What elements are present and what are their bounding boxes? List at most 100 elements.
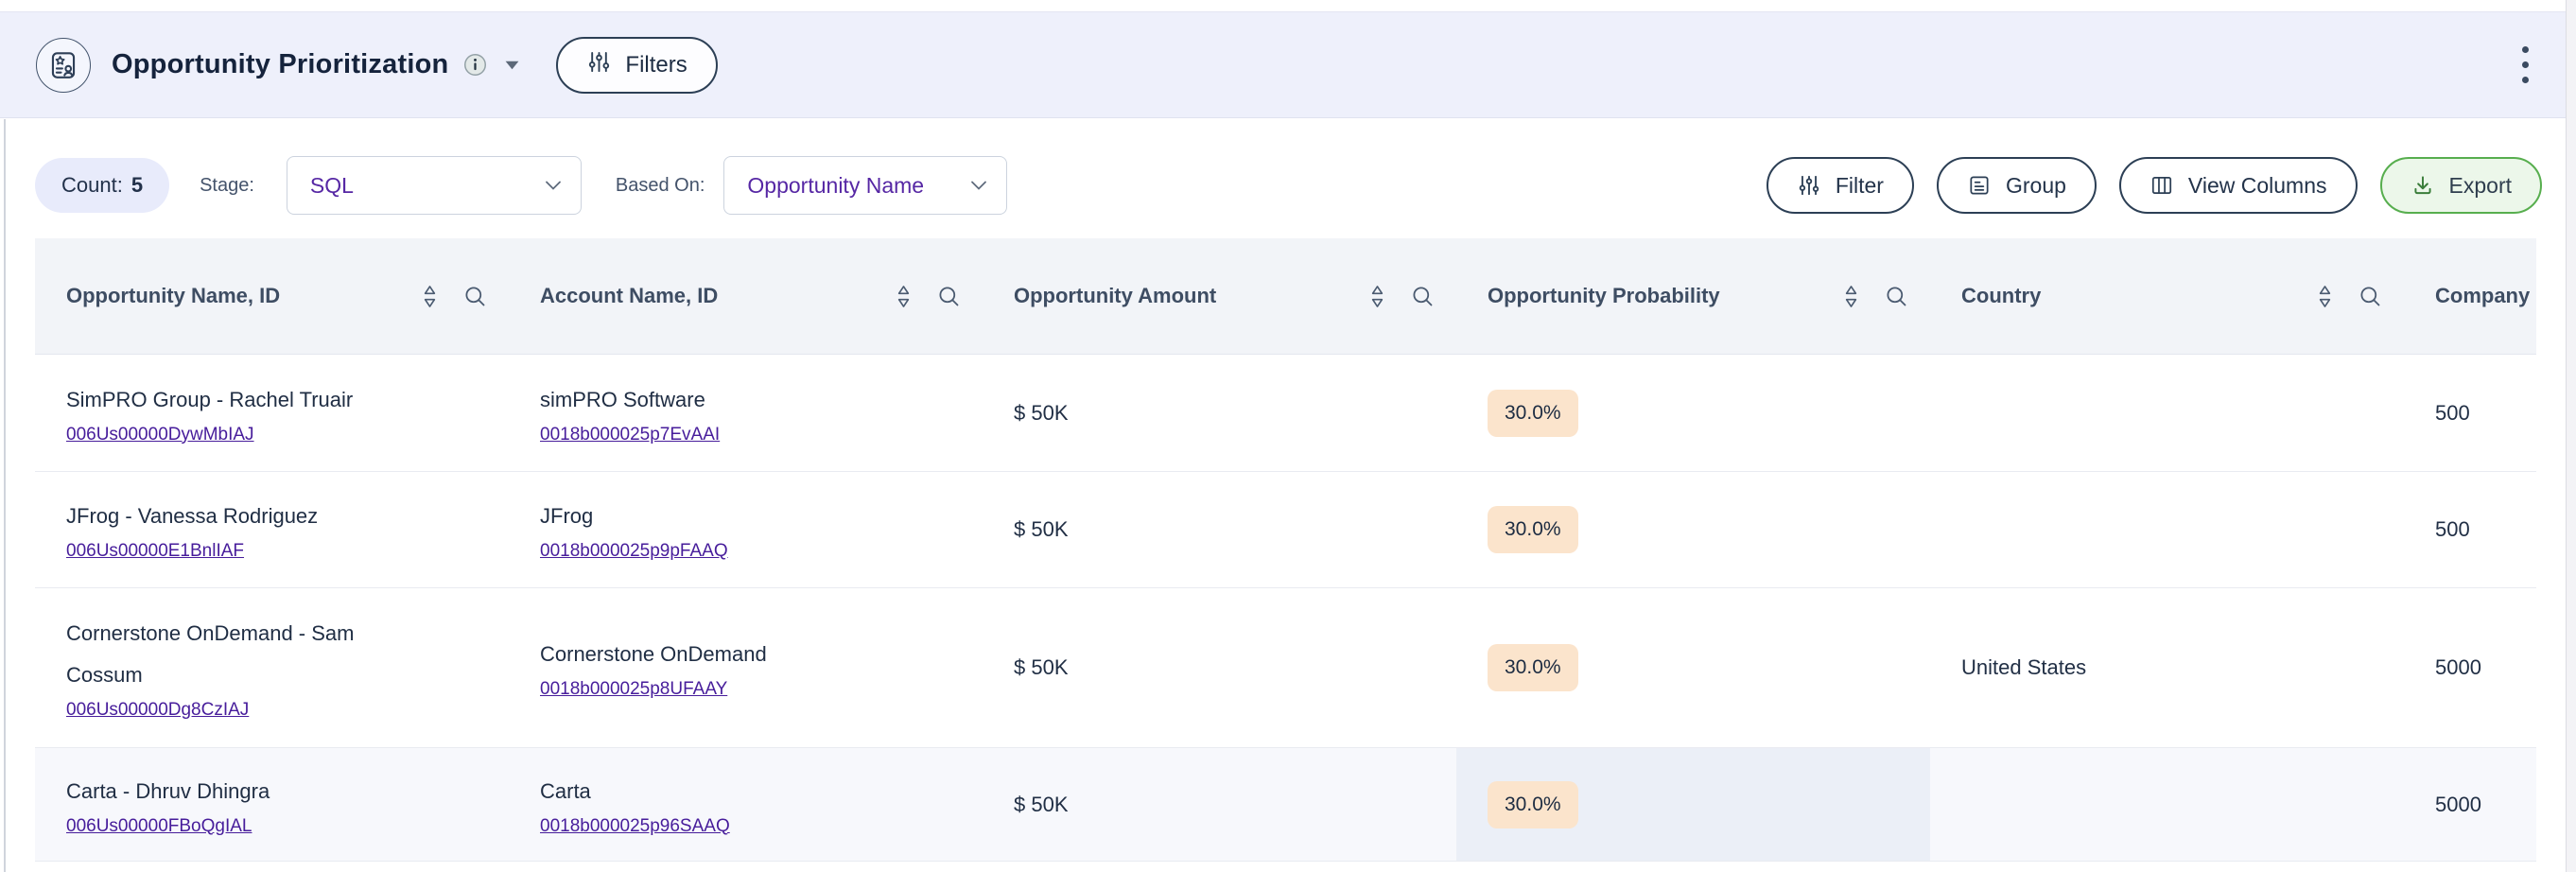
opportunities-table: Opportunity Name, ID Account Name, ID: [35, 238, 2536, 872]
opportunity-name: JFrog - Vanessa Rodriguez: [66, 504, 319, 529]
column-header-label: Company: [2435, 284, 2531, 307]
sort-icon[interactable]: [896, 284, 912, 309]
opportunity-cell: Cornerstone OnDemand - Sam Cossum 006Us0…: [35, 588, 509, 747]
account-id-link[interactable]: 0018b000025p8UFAAY: [540, 679, 728, 700]
sliders-icon: [586, 49, 612, 81]
country-cell: United States: [1930, 588, 2404, 747]
search-icon[interactable]: [462, 284, 488, 309]
account-cell: Carta 0018b000025p96SAAQ: [509, 748, 983, 861]
probability-badge: 30.0%: [1488, 389, 1578, 437]
amount-cell: $ 50K: [983, 588, 1456, 747]
column-header-company: Company: [2404, 238, 2536, 354]
table-row[interactable]: Cornerstone OnDemand - Sam Cossum 006Us0…: [35, 588, 2536, 748]
search-icon[interactable]: [2358, 284, 2383, 309]
search-icon[interactable]: [1410, 284, 1436, 309]
group-list-icon: [1967, 173, 1992, 198]
account-cell: simPRO Software 0018b000025p7EvAAI: [509, 355, 983, 471]
count-value: 5: [131, 173, 144, 197]
probability-cell: 30.0%: [1456, 748, 1930, 861]
column-header-country: Country: [1930, 238, 2404, 354]
search-icon[interactable]: [1884, 284, 1909, 309]
opportunity-report-icon: [36, 37, 91, 93]
account-id-link[interactable]: 0018b000025p9pFAAQ: [540, 541, 728, 562]
amount-cell: $ 50K: [983, 748, 1456, 861]
view-columns-button-label: View Columns: [2187, 172, 2327, 198]
opportunity-id-link[interactable]: 006Us00000FBoQgIAL: [66, 815, 252, 836]
filter-button[interactable]: Filter: [1766, 157, 1914, 214]
amount-value: $ 50K: [1014, 517, 1069, 541]
chevron-down-icon: [970, 180, 987, 191]
column-header-account-name: Account Name, ID: [509, 238, 983, 354]
probability-cell: 30.0%: [1456, 472, 1930, 587]
columns-icon: [2150, 173, 2174, 198]
column-header-opportunity-amount: Opportunity Amount: [983, 238, 1456, 354]
view-columns-button[interactable]: View Columns: [2118, 157, 2358, 214]
amount-value: $ 50K: [1014, 792, 1069, 816]
probability-badge: 30.0%: [1488, 506, 1578, 553]
group-button[interactable]: Group: [1936, 157, 2097, 214]
app-header-band: Opportunity Prioritization Filters: [0, 11, 2576, 118]
company-cell: 500: [2404, 355, 2536, 471]
company-value: 500: [2435, 400, 2470, 425]
toolbar: Count: 5 Stage: SQL Based On: Opportunit…: [35, 156, 2542, 215]
more-options-kebab-icon[interactable]: [2516, 41, 2534, 89]
export-button-label: Export: [2448, 172, 2512, 198]
account-cell: Cornerstone OnDemand 0018b000025p8UFAAY: [509, 588, 983, 747]
probability-badge: 30.0%: [1488, 780, 1578, 828]
based-on-select[interactable]: Opportunity Name: [723, 156, 1008, 215]
sliders-icon: [1797, 173, 1821, 198]
opportunity-cell: SimPRO Group - Rachel Truair 006Us00000D…: [35, 355, 509, 471]
stage-label: Stage:: [200, 174, 254, 196]
account-cell: JFrog 0018b000025p9pFAAQ: [509, 472, 983, 587]
filters-button-label: Filters: [625, 51, 688, 78]
country-value: United States: [1961, 655, 2087, 679]
account-name: JFrog: [540, 504, 594, 529]
opportunity-name: Cornerstone OnDemand - Sam Cossum: [66, 621, 355, 688]
account-name: Carta: [540, 778, 591, 803]
info-icon[interactable]: [463, 53, 487, 77]
company-cell: 500: [2404, 472, 2536, 587]
vertical-scrollbar[interactable]: [2566, 0, 2576, 872]
opportunity-cell: JFrog - Vanessa Rodriguez 006Us00000E1Bn…: [35, 472, 509, 587]
opportunity-name: SimPRO Group - Rachel Truair: [66, 387, 354, 411]
amount-cell: $ 50K: [983, 472, 1456, 587]
company-cell: 5000: [2404, 748, 2536, 861]
account-id-link[interactable]: 0018b000025p96SAAQ: [540, 815, 730, 836]
probability-badge: 30.0%: [1488, 644, 1578, 691]
count-label: Count:: [61, 173, 123, 197]
filters-button[interactable]: Filters: [556, 36, 718, 94]
stage-select[interactable]: SQL: [286, 156, 582, 215]
column-header-label: Opportunity Probability: [1488, 284, 1720, 307]
sort-icon[interactable]: [1843, 284, 1859, 309]
search-icon[interactable]: [936, 284, 962, 309]
sort-icon[interactable]: [2317, 284, 2333, 309]
company-value: 5000: [2435, 792, 2481, 816]
table-row[interactable]: SimPRO Group - Rachel Truair 006Us00000D…: [35, 355, 2536, 472]
account-id-link[interactable]: 0018b000025p7EvAAI: [540, 424, 721, 445]
opportunity-id-link[interactable]: 006Us00000Dg8CzIAJ: [66, 700, 250, 721]
probability-cell: 30.0%: [1456, 355, 1930, 471]
table-header-row: Opportunity Name, ID Account Name, ID: [35, 238, 2536, 355]
account-name: simPRO Software: [540, 387, 705, 411]
opportunity-id-link[interactable]: 006Us00000DywMbIAJ: [66, 424, 254, 445]
column-header-label: Country: [1961, 284, 2042, 307]
group-button-label: Group: [2005, 172, 2066, 198]
amount-value: $ 50K: [1014, 400, 1069, 425]
table-row[interactable]: JFrog - Vanessa Rodriguez 006Us00000E1Bn…: [35, 472, 2536, 588]
filter-button-label: Filter: [1835, 172, 1884, 198]
panel-left-border: [4, 119, 6, 872]
amount-value: $ 50K: [1014, 655, 1069, 679]
probability-cell: 30.0%: [1456, 588, 1930, 747]
chevron-down-icon[interactable]: [504, 60, 520, 71]
company-value: 500: [2435, 517, 2470, 541]
count-badge: Count: 5: [35, 158, 170, 213]
page-title: Opportunity Prioritization: [112, 49, 449, 79]
opportunity-id-link[interactable]: 006Us00000E1BnlIAF: [66, 541, 245, 562]
download-icon: [2411, 173, 2435, 198]
sort-icon[interactable]: [422, 284, 438, 309]
based-on-label: Based On:: [615, 174, 705, 196]
table-row[interactable]: Carta - Dhruv Dhingra 006Us00000FBoQgIAL…: [35, 748, 2536, 862]
sort-icon[interactable]: [1369, 284, 1385, 309]
export-button[interactable]: Export: [2379, 157, 2542, 214]
amount-cell: $ 50K: [983, 355, 1456, 471]
